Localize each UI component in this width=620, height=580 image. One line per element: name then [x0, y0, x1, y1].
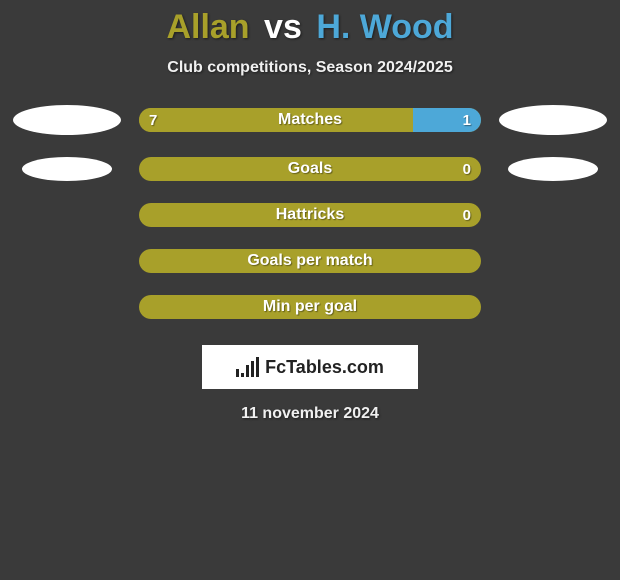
player-avatar	[499, 105, 607, 135]
brand-text: FcTables.com	[265, 357, 384, 378]
stat-bar: Matches7 1	[139, 108, 481, 132]
stat-bars: Matches71Goals0Hattricks0Goals per match…	[13, 105, 607, 341]
date-text: 11 november 2024	[241, 405, 379, 423]
bar-chart-icon	[236, 357, 259, 377]
stat-row: Hattricks0	[13, 203, 607, 227]
avatar-slot-left	[13, 105, 121, 135]
stat-row: Min per goal	[13, 295, 607, 319]
subtitle: Club competitions, Season 2024/2025	[167, 59, 452, 77]
player-avatar	[508, 157, 598, 181]
title-vs: vs	[264, 8, 302, 46]
stat-value-right: 0	[463, 203, 471, 227]
player-avatar	[22, 157, 112, 181]
stat-label: Matches	[139, 108, 481, 132]
stat-bar: Goals0	[139, 157, 481, 181]
infographic-root: Allan vs H. Wood Club competitions, Seas…	[0, 0, 620, 423]
title-row: Allan vs H. Wood	[166, 8, 453, 47]
brand-box: FcTables.com	[202, 345, 418, 389]
stat-label: Goals per match	[139, 249, 481, 273]
stat-label: Hattricks	[139, 203, 481, 227]
stat-row: Goals0	[13, 157, 607, 181]
stat-row: Goals per match	[13, 249, 607, 273]
stat-row: Matches7 1	[13, 105, 607, 135]
avatar-slot-right	[499, 105, 607, 135]
title-player2: H. Wood	[316, 8, 453, 46]
title-player1: Allan	[166, 8, 249, 46]
stat-value-right: 0	[463, 157, 471, 181]
stat-bar: Min per goal	[139, 295, 481, 319]
stat-value-right: 1	[463, 108, 471, 132]
stat-bar: Goals per match	[139, 249, 481, 273]
stat-value-left: 7	[149, 108, 157, 132]
avatar-slot-left	[13, 157, 121, 181]
stat-label: Goals	[139, 157, 481, 181]
stat-bar: Hattricks0	[139, 203, 481, 227]
avatar-slot-right	[499, 157, 607, 181]
player-avatar	[13, 105, 121, 135]
stat-label: Min per goal	[139, 295, 481, 319]
